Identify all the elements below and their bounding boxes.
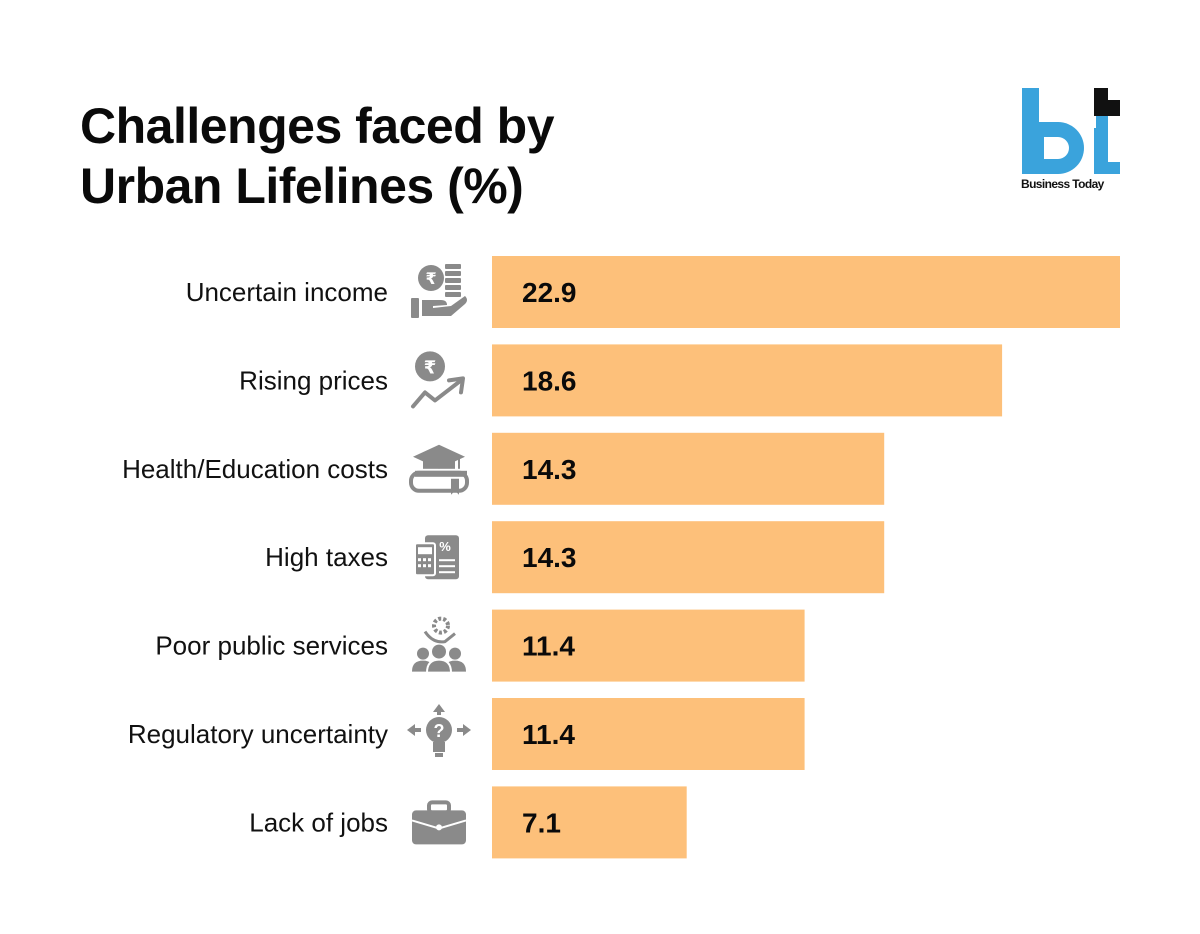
category-label: Rising prices <box>239 365 388 395</box>
graduation-cap-book-icon <box>409 444 469 495</box>
value-label: 14.3 <box>522 454 577 485</box>
category-label: Poor public services <box>155 631 388 661</box>
bar-6 <box>492 786 687 859</box>
value-label: 11.4 <box>522 719 575 750</box>
bar-3 <box>492 521 885 594</box>
lightbulb-question-arrows-icon: ? <box>407 704 471 757</box>
svg-text:₹: ₹ <box>424 357 437 378</box>
category-label: Health/Education costs <box>122 454 388 484</box>
briefcase-icon <box>411 800 467 845</box>
svg-text:%: % <box>439 539 451 554</box>
rupee-coins-hand-icon: ₹ <box>411 264 467 318</box>
chart-title: Challenges faced by Urban Lifelines (%) <box>80 96 555 216</box>
value-label: 11.4 <box>522 631 575 662</box>
bars-group <box>492 256 1120 859</box>
business-today-logo <box>1022 88 1120 174</box>
value-labels-group: 22.9 18.6 14.3 14.3 11.4 11.4 7.1 <box>522 277 577 838</box>
rupee-trend-up-icon: ₹ <box>411 351 465 409</box>
bt-logo-mark-icon <box>1022 88 1120 174</box>
category-label: High taxes <box>265 542 388 572</box>
bar-0 <box>492 256 1120 328</box>
chart-title-line-2: Urban Lifelines (%) <box>80 158 524 214</box>
value-label: 18.6 <box>522 365 577 396</box>
icons-group: ₹ ₹%? <box>407 264 471 845</box>
value-label: 22.9 <box>522 277 577 308</box>
public-services-people-icon <box>412 616 466 674</box>
bar-1 <box>492 344 1003 417</box>
tax-calculator-icon: % <box>414 535 459 580</box>
svg-text:?: ? <box>434 721 445 741</box>
chart-title-line-1: Challenges faced by <box>80 98 555 154</box>
category-labels-group: Uncertain income Rising prices Health/Educ… <box>122 277 388 837</box>
value-label: 7.1 <box>522 807 561 838</box>
category-label: Uncertain income <box>186 277 388 307</box>
bar-4 <box>492 609 805 682</box>
bar-5 <box>492 698 805 770</box>
bar-2 <box>492 432 885 505</box>
logo-text: Business Today <box>1021 177 1104 191</box>
svg-text:₹: ₹ <box>425 269 436 288</box>
category-label: Lack of jobs <box>249 807 388 837</box>
value-label: 14.3 <box>522 542 577 573</box>
category-label: Regulatory uncertainty <box>128 719 388 749</box>
